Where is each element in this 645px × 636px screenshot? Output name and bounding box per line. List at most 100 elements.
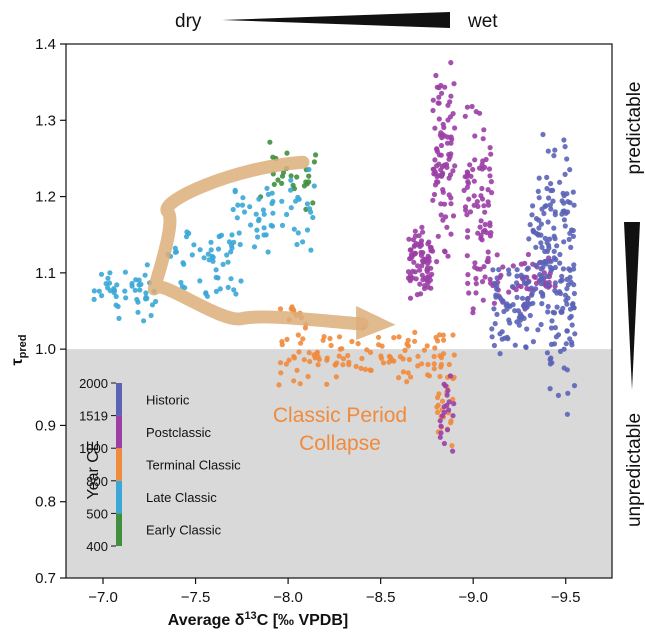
data-point-historic bbox=[565, 390, 571, 396]
colorbar-segment bbox=[116, 415, 122, 449]
data-point-postclassic bbox=[447, 172, 454, 178]
data-point-postclassic bbox=[510, 263, 516, 269]
x-axis-ticks: −7.0 −7.5 −8.0 −8.5 −9.0 −9.5 bbox=[88, 578, 581, 606]
data-point-historic bbox=[560, 305, 566, 311]
data-point-historic bbox=[524, 296, 530, 302]
data-point-postclassic bbox=[464, 234, 471, 240]
data-point-terminal-classic bbox=[412, 329, 418, 335]
data-point-historic bbox=[559, 277, 565, 283]
data-point-postclassic bbox=[485, 249, 491, 255]
data-point-terminal-classic bbox=[327, 335, 333, 342]
data-point-historic bbox=[538, 289, 544, 295]
data-point-historic bbox=[509, 284, 516, 290]
data-point-historic bbox=[552, 236, 558, 242]
data-point-historic bbox=[530, 203, 536, 209]
data-point-historic bbox=[533, 244, 539, 250]
data-point-postclassic bbox=[465, 280, 471, 286]
data-point-postclassic bbox=[444, 140, 451, 146]
data-point-late-classic bbox=[216, 233, 222, 240]
data-point-historic bbox=[552, 147, 558, 153]
data-point-terminal-classic bbox=[436, 332, 443, 338]
data-point-postclassic bbox=[464, 212, 470, 218]
data-point-postclassic bbox=[429, 271, 435, 277]
data-point-historic bbox=[547, 236, 553, 242]
data-point-postclassic bbox=[518, 261, 525, 267]
data-point-historic bbox=[539, 244, 545, 250]
data-point-late-classic bbox=[288, 205, 294, 211]
data-point-historic bbox=[571, 202, 577, 208]
data-point-postclassic bbox=[485, 202, 492, 208]
data-point-historic bbox=[536, 225, 542, 231]
data-point-late-classic bbox=[213, 288, 219, 294]
data-point-historic bbox=[552, 280, 559, 286]
data-point-postclassic bbox=[466, 290, 472, 296]
data-point-terminal-classic bbox=[376, 342, 382, 348]
data-point-postclassic bbox=[466, 196, 472, 202]
data-point-historic bbox=[561, 137, 567, 143]
data-point-terminal-classic bbox=[336, 353, 342, 359]
data-point-historic bbox=[494, 283, 500, 289]
data-point-late-classic bbox=[261, 211, 267, 217]
data-point-postclassic bbox=[412, 228, 418, 234]
data-point-terminal-classic bbox=[277, 360, 284, 366]
data-point-late-classic bbox=[261, 232, 267, 238]
data-point-early-classic bbox=[267, 139, 273, 145]
data-point-historic bbox=[556, 289, 563, 295]
data-point-terminal-classic bbox=[297, 381, 303, 387]
data-point-late-classic bbox=[284, 211, 290, 218]
data-point-early-classic bbox=[313, 152, 319, 158]
data-point-historic bbox=[545, 148, 551, 154]
colorbar-segment bbox=[116, 513, 122, 546]
data-point-terminal-classic bbox=[415, 363, 421, 369]
data-point-late-classic bbox=[269, 223, 276, 229]
data-point-historic bbox=[559, 273, 565, 279]
colorbar-tick-label: 1519 bbox=[79, 409, 108, 424]
data-point-historic bbox=[540, 260, 547, 266]
data-point-late-classic bbox=[288, 177, 294, 183]
annotation-line-2: Collapse bbox=[299, 432, 381, 455]
data-point-postclassic bbox=[479, 166, 485, 172]
data-point-terminal-classic bbox=[396, 375, 402, 381]
data-point-terminal-classic bbox=[405, 343, 411, 349]
data-point-postclassic bbox=[473, 290, 479, 296]
data-point-terminal-classic bbox=[441, 337, 447, 343]
data-point-historic bbox=[564, 367, 570, 373]
colorbar-tick-label: 1000 bbox=[79, 441, 108, 456]
colorbar-legend: Year CE Early Classic Late Classic Termina… bbox=[79, 376, 241, 554]
data-point-late-classic bbox=[232, 187, 238, 193]
data-point-postclassic bbox=[446, 399, 452, 405]
data-point-historic bbox=[564, 286, 570, 292]
data-point-postclassic bbox=[472, 133, 478, 139]
data-point-historic bbox=[565, 209, 571, 215]
data-point-late-classic bbox=[143, 290, 149, 296]
data-point-historic bbox=[568, 227, 575, 233]
data-point-terminal-classic bbox=[397, 354, 403, 360]
data-point-postclassic bbox=[450, 168, 456, 174]
data-point-terminal-classic bbox=[425, 361, 431, 368]
data-point-postclassic bbox=[487, 173, 493, 179]
data-point-postclassic bbox=[411, 243, 418, 249]
data-point-terminal-classic bbox=[404, 379, 410, 385]
data-point-postclassic bbox=[470, 166, 476, 173]
data-point-historic bbox=[561, 239, 567, 245]
data-point-late-classic bbox=[291, 226, 297, 232]
data-point-terminal-classic bbox=[406, 356, 412, 363]
data-point-terminal-classic bbox=[440, 332, 446, 338]
colorbar-period-label: Postclassic bbox=[146, 425, 212, 440]
data-point-late-classic bbox=[311, 183, 317, 189]
data-point-postclassic bbox=[424, 267, 430, 273]
data-point-late-classic bbox=[116, 315, 122, 321]
data-point-terminal-classic bbox=[439, 398, 446, 404]
data-point-historic bbox=[545, 303, 551, 310]
x-tick-label: −9.0 bbox=[458, 589, 488, 606]
data-point-historic bbox=[571, 290, 578, 297]
data-point-late-classic bbox=[238, 278, 244, 284]
data-point-late-classic bbox=[180, 260, 186, 266]
data-point-postclassic bbox=[487, 223, 493, 229]
data-point-late-classic bbox=[135, 299, 141, 305]
y-tick-label: 1.3 bbox=[35, 112, 56, 129]
data-point-late-classic bbox=[111, 290, 117, 296]
data-point-late-classic bbox=[91, 296, 97, 302]
data-point-historic bbox=[524, 326, 530, 332]
